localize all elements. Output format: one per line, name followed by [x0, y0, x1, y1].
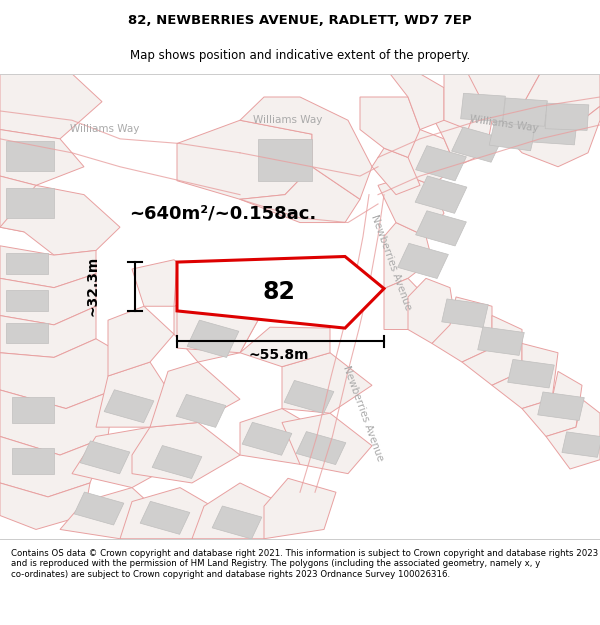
Polygon shape — [432, 106, 492, 167]
FancyBboxPatch shape — [533, 114, 577, 145]
Text: Williams Way: Williams Way — [253, 115, 323, 125]
Polygon shape — [360, 97, 420, 158]
Polygon shape — [240, 409, 330, 464]
Text: Newberries Avenue: Newberries Avenue — [341, 364, 385, 462]
FancyBboxPatch shape — [415, 176, 467, 213]
Polygon shape — [462, 316, 522, 385]
FancyBboxPatch shape — [74, 492, 124, 525]
FancyBboxPatch shape — [452, 127, 502, 162]
Polygon shape — [282, 413, 372, 474]
FancyBboxPatch shape — [416, 146, 466, 181]
Polygon shape — [0, 129, 84, 186]
FancyBboxPatch shape — [508, 359, 554, 388]
Polygon shape — [522, 371, 582, 436]
FancyBboxPatch shape — [242, 422, 292, 455]
FancyBboxPatch shape — [187, 320, 239, 357]
FancyBboxPatch shape — [6, 141, 54, 171]
Polygon shape — [408, 278, 456, 344]
FancyBboxPatch shape — [6, 290, 48, 311]
Polygon shape — [372, 148, 420, 194]
Polygon shape — [378, 176, 444, 236]
Text: 82, NEWBERRIES AVENUE, RADLETT, WD7 7EP: 82, NEWBERRIES AVENUE, RADLETT, WD7 7EP — [128, 14, 472, 27]
Polygon shape — [0, 274, 96, 325]
FancyBboxPatch shape — [461, 93, 505, 122]
FancyBboxPatch shape — [6, 253, 48, 274]
FancyBboxPatch shape — [562, 432, 600, 457]
Polygon shape — [0, 306, 96, 358]
Text: Newberries Avenue: Newberries Avenue — [369, 213, 413, 311]
Text: ~640m²/~0.158ac.: ~640m²/~0.158ac. — [129, 204, 316, 222]
FancyBboxPatch shape — [442, 299, 488, 328]
FancyBboxPatch shape — [176, 394, 226, 428]
Polygon shape — [492, 344, 558, 409]
Polygon shape — [72, 427, 174, 488]
Polygon shape — [0, 186, 120, 255]
Polygon shape — [96, 362, 174, 427]
Polygon shape — [546, 399, 600, 469]
Polygon shape — [264, 478, 336, 539]
Text: Map shows position and indicative extent of the property.: Map shows position and indicative extent… — [130, 49, 470, 62]
Text: ~55.8m: ~55.8m — [249, 348, 309, 362]
Polygon shape — [60, 488, 168, 539]
Polygon shape — [240, 167, 360, 222]
Polygon shape — [0, 390, 114, 455]
Polygon shape — [177, 256, 384, 328]
FancyBboxPatch shape — [489, 118, 537, 151]
FancyBboxPatch shape — [538, 392, 584, 421]
Polygon shape — [132, 260, 177, 306]
Polygon shape — [150, 362, 240, 427]
Polygon shape — [384, 222, 432, 289]
Polygon shape — [177, 120, 312, 199]
FancyBboxPatch shape — [258, 139, 312, 181]
Polygon shape — [0, 246, 96, 288]
FancyBboxPatch shape — [212, 506, 262, 539]
Polygon shape — [0, 483, 90, 529]
Polygon shape — [120, 488, 228, 539]
Text: Williams Way: Williams Way — [469, 114, 539, 133]
Text: Williams Way: Williams Way — [70, 124, 140, 134]
Polygon shape — [240, 97, 372, 199]
Polygon shape — [240, 327, 330, 367]
Polygon shape — [108, 306, 174, 376]
FancyBboxPatch shape — [478, 327, 524, 356]
FancyBboxPatch shape — [296, 432, 346, 464]
FancyBboxPatch shape — [12, 448, 54, 474]
Polygon shape — [177, 292, 258, 352]
Polygon shape — [444, 74, 480, 129]
Polygon shape — [192, 483, 288, 539]
FancyBboxPatch shape — [398, 243, 448, 279]
FancyBboxPatch shape — [80, 441, 130, 474]
FancyBboxPatch shape — [6, 322, 48, 344]
Polygon shape — [390, 129, 456, 186]
Polygon shape — [0, 339, 120, 409]
Polygon shape — [0, 176, 60, 232]
Polygon shape — [384, 278, 426, 329]
Polygon shape — [132, 422, 240, 483]
FancyBboxPatch shape — [545, 103, 589, 131]
FancyBboxPatch shape — [284, 381, 334, 413]
FancyBboxPatch shape — [6, 188, 54, 218]
FancyBboxPatch shape — [503, 98, 547, 126]
Polygon shape — [390, 74, 444, 129]
Text: 82: 82 — [263, 280, 295, 304]
FancyBboxPatch shape — [152, 446, 202, 479]
Polygon shape — [0, 436, 108, 497]
FancyBboxPatch shape — [140, 501, 190, 534]
Text: ~32.3m: ~32.3m — [86, 256, 100, 316]
Polygon shape — [432, 297, 492, 362]
FancyBboxPatch shape — [416, 211, 466, 246]
Polygon shape — [444, 74, 540, 120]
Polygon shape — [492, 106, 600, 167]
Polygon shape — [0, 74, 102, 139]
Polygon shape — [522, 74, 600, 129]
FancyBboxPatch shape — [12, 397, 54, 422]
Text: Contains OS data © Crown copyright and database right 2021. This information is : Contains OS data © Crown copyright and d… — [11, 549, 598, 579]
FancyBboxPatch shape — [104, 390, 154, 422]
Polygon shape — [282, 352, 372, 413]
Polygon shape — [174, 292, 258, 362]
